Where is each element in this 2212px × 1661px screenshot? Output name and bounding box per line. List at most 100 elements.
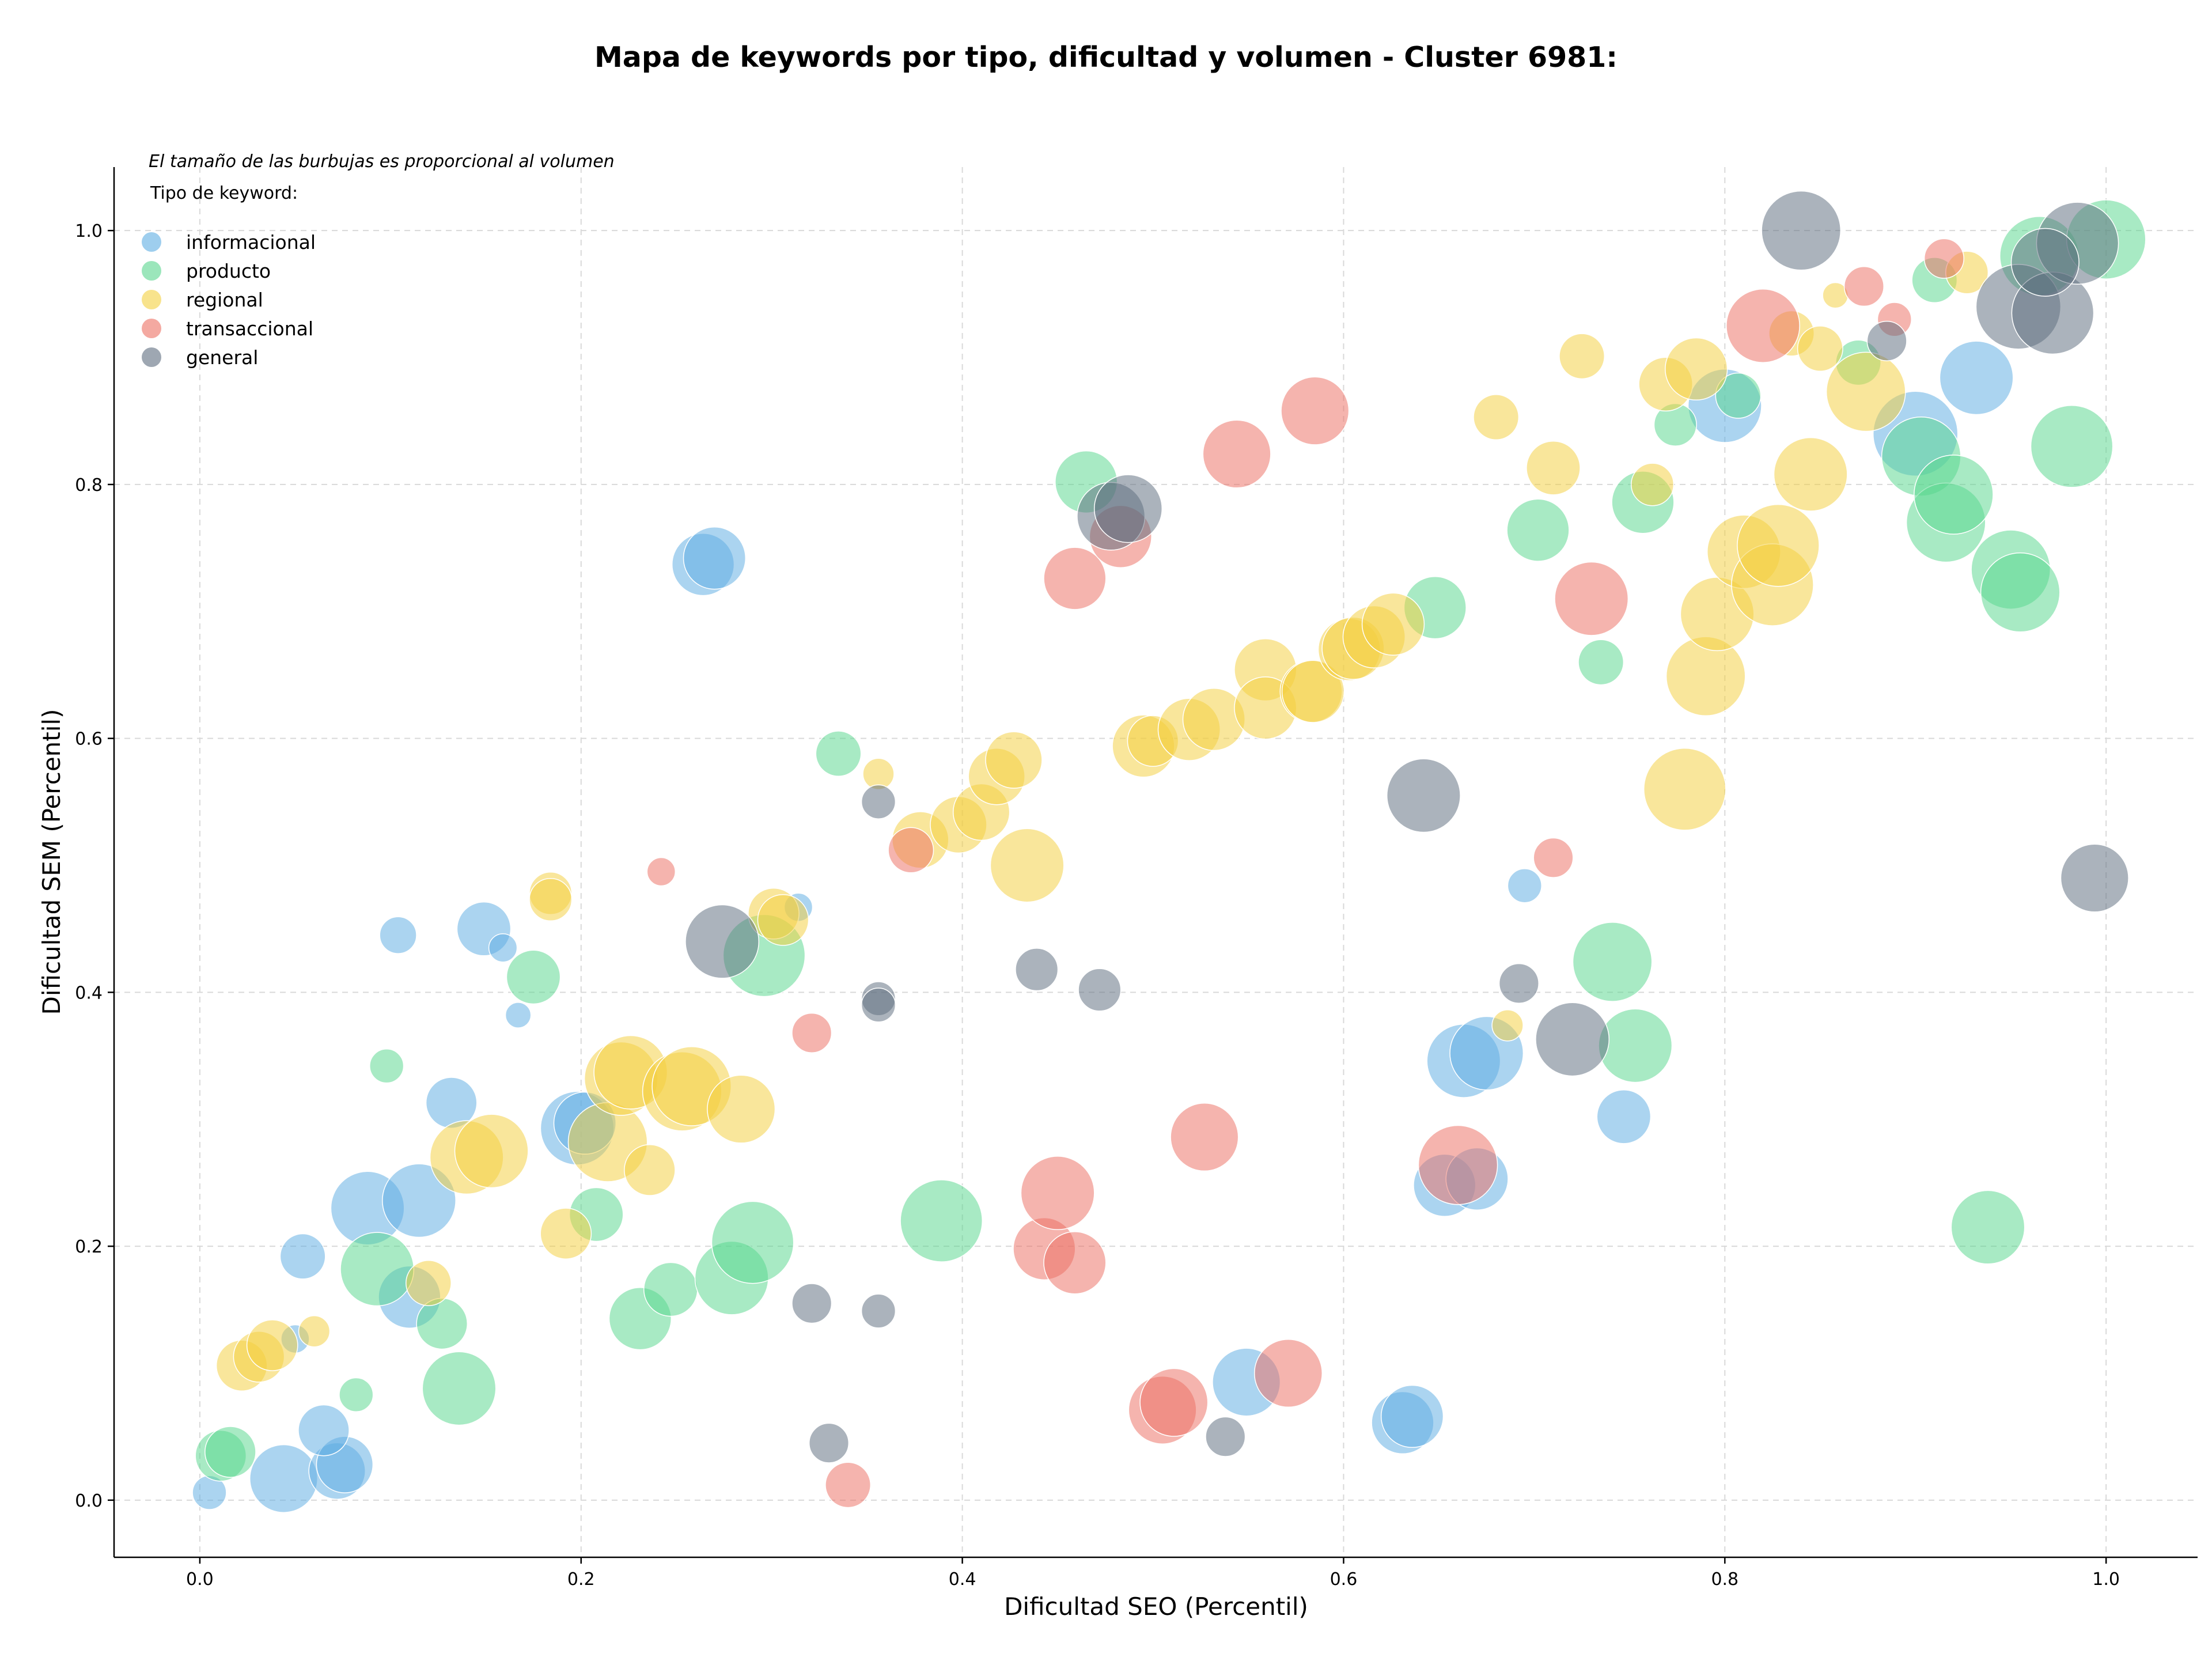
legend-title: Tipo de keyword: [150,183,298,203]
bubble-transaccional [1043,547,1107,610]
bubble-regional [1825,351,1906,432]
bubble-producto [1715,372,1762,419]
bubble-producto [900,1179,983,1262]
bubble-producto [339,1377,374,1413]
x-tick-label: 0.4 [949,1569,976,1590]
bubble-informacional [1380,1384,1444,1448]
bubble-producto [1914,455,1994,535]
bubble-producto [815,731,862,777]
bubble-transaccional [1418,1125,1498,1205]
bubble-transaccional [1281,376,1350,445]
legend-marker-informacional [142,232,161,252]
legend-marker-transaccional [142,319,161,338]
bubble-transaccional [1202,419,1271,489]
legend-label-producto: producto [186,260,271,282]
bubble-producto [416,1297,468,1350]
bubble-informacional [249,1444,319,1513]
bubble-informacional [379,916,417,954]
bubble-size-note: El tamaño de las burbujas es proporciona… [149,152,615,172]
y-tick-label: 0.2 [75,1237,103,1257]
bubble-informacional [279,1233,326,1280]
bubble-transaccional [1170,1103,1239,1172]
bubble-general [1535,1002,1610,1077]
bubble-transaccional [1923,238,1964,279]
bubble-regional [1491,1009,1524,1042]
bubble-informacional [382,1163,456,1238]
bubble-general [1093,474,1163,543]
bubble-general [791,1283,832,1324]
bubble-informacional [298,1404,350,1456]
bubble-regional [246,1319,298,1371]
bubble-regional [707,1074,776,1144]
bubble-regional [1773,437,1848,512]
bubble-transaccional [1020,1156,1095,1231]
bubble-regional [454,1114,529,1189]
bubble-informacional [1596,1089,1652,1144]
bubble-general [1015,948,1059,992]
bubble-producto [506,949,561,1005]
x-tick-label: 0.0 [186,1569,214,1590]
bubble-regional [529,877,573,922]
bubble-producto [340,1232,415,1307]
y-tick-label: 0.6 [75,729,103,750]
bubble-producto [422,1351,497,1426]
bubble-general [1866,320,1907,361]
bubble-transaccional [1554,561,1629,636]
bubble-regional [1361,592,1425,656]
bubble-transaccional [1139,1368,1209,1437]
bubble-transaccional [1726,289,1800,363]
bubble-regional [1643,747,1726,831]
bubble-regional [1281,660,1345,723]
bubble-general [1386,758,1461,833]
legend-label-regional: regional [186,289,263,311]
bubble-transaccional [1253,1338,1323,1408]
bubble-producto [369,1049,404,1084]
chart-title: Mapa de keywords por tipo, dificultad y … [594,41,1618,74]
bubble-regional [1559,333,1605,380]
bubbles [192,190,2146,1513]
bubble-informacional [1507,868,1542,903]
bubble-transaccional [791,1012,832,1053]
y-tick-label: 0.8 [75,475,103,495]
x-axis-label: Dificultad SEO (Percentil) [1004,1592,1308,1621]
legend-marker-general [142,347,161,367]
bubble-transaccional [646,857,676,887]
bubble-general [1078,968,1122,1012]
bubble-regional [1631,463,1675,506]
bubble-general [861,784,896,819]
bubble-regional [1665,337,1728,401]
bubble-regional [1737,504,1820,587]
bubble-general [861,987,896,1023]
bubble-general [1205,1416,1246,1457]
bubble-regional [1526,440,1581,495]
bubble-producto [1572,922,1653,1002]
bubble-producto [711,1201,794,1284]
bubble-informacional [1939,340,2014,415]
bubble-producto [1506,498,1570,562]
bubble-general [2010,228,2080,297]
legend-label-transaccional: transaccional [186,317,313,340]
legend-label-informacional: informacional [186,231,316,253]
x-tick-label: 0.8 [1711,1569,1738,1590]
bubble-transaccional [1043,1231,1107,1295]
bubble-transaccional [825,1462,872,1508]
bubble-regional [406,1260,452,1306]
bubble-producto [1598,1008,1673,1083]
bubble-regional [990,828,1065,903]
bubble-general [2060,843,2129,913]
x-tick-label: 0.6 [1330,1569,1358,1590]
bubble-regional [1473,394,1520,441]
bubble-informacional [505,1002,532,1028]
bubble-transaccional [888,827,934,873]
legend-label-general: general [186,346,258,369]
bubble-producto [643,1262,698,1317]
bubble-producto [2030,404,2113,488]
legend-marker-producto [142,261,161,281]
bubble-regional [540,1208,592,1259]
bubble-general [861,1293,896,1329]
y-tick-label: 0.0 [75,1491,103,1511]
bubble-regional [985,731,1043,789]
bubble-transaccional [1533,837,1574,878]
bubble-general [808,1422,850,1463]
